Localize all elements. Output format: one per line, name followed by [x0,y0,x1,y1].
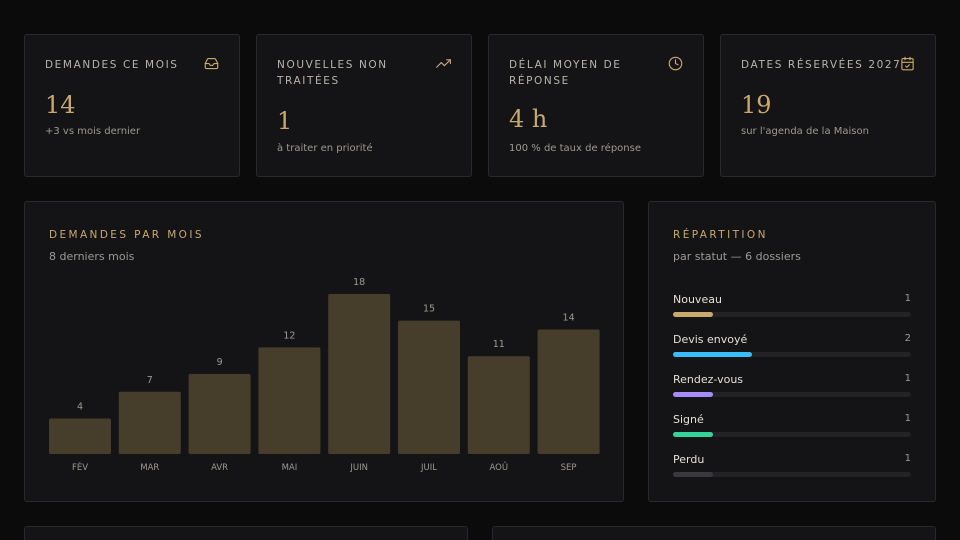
kpi-card-dates: Dates réservées 2027 19 sur l'agenda de … [720,34,936,177]
status-name: Nouveau [673,293,722,306]
bar-value-label: 4 [77,401,83,412]
bar-value-label: 18 [353,277,365,288]
bar-value-label: 11 [493,339,505,350]
kpi-label: Demandes ce mois [45,59,179,71]
status-track [673,472,911,477]
status-row-perdu: Perdu 1 [673,453,911,479]
chart-subtitle: 8 derniers mois [49,250,135,263]
status-name: Signé [673,413,704,426]
kpi-label: Dates réservées 2027 [741,59,902,71]
bar-mar [118,391,181,454]
status-count: 1 [904,453,911,464]
x-tick-label: JUIL [420,463,437,473]
bar-juil [398,320,460,454]
calendar-check-icon [901,56,914,71]
bar-aoû [467,356,530,454]
kpi-value: 1 [277,107,293,135]
status-row-signe: Signé 1 [673,413,911,439]
bottom-card-left [24,526,468,540]
trending-up-icon [436,59,451,68]
x-tick-label: AVR [211,463,228,473]
status-count: 1 [904,293,911,304]
status-fill [673,392,713,397]
status-track [673,392,911,397]
status-count: 1 [904,413,911,424]
bar-avr [188,374,251,454]
status-fill [673,352,753,357]
bar-value-label: 12 [283,330,295,341]
x-tick-label: FÉV [72,461,88,473]
status-track [673,352,911,357]
status-fill [673,472,713,477]
repartition-subtitle: par statut — 6 dossiers [673,250,801,263]
inbox-icon [204,57,219,70]
kpi-sub: 100 % de taux de réponse [509,143,641,154]
bar-fév [49,418,111,454]
kpi-sub: sur l'agenda de la Maison [741,126,869,137]
bar-value-label: 9 [217,357,223,368]
bar-value-label: 7 [147,375,153,386]
bar-mai [258,347,321,454]
status-name: Devis envoyé [673,333,748,346]
bar-value-label: 14 [563,313,575,324]
kpi-sub: à traiter en priorité [277,143,373,154]
bar-value-label: 15 [423,304,435,315]
status-row-nouveau: Nouveau 1 [673,293,911,319]
kpi-label: Nouvelles non traitées [277,59,388,87]
status-count: 2 [904,333,911,344]
bar-sep [537,329,600,454]
x-tick-label: MAR [140,463,159,473]
x-tick-label: SEP [561,463,577,473]
bottom-card-right [492,526,936,540]
kpi-card-delai: Délai moyen de réponse 4 h 100 % de taux… [488,34,704,177]
bar-juin [328,294,391,454]
status-row-devis: Devis envoyé 2 [673,333,911,359]
kpi-card-nouvelles: Nouvelles non traitées 1 à traiter en pr… [256,34,472,177]
status-name: Perdu [673,453,705,466]
clock-icon [668,56,683,71]
x-tick-label: JUIN [349,463,368,473]
kpi-card-demandes: Demandes ce mois 14 +3 vs mois dernier [24,34,240,177]
status-name: Rendez-vous [673,373,744,386]
repartition-title: Répartition [673,229,768,241]
status-count: 1 [904,373,911,384]
status-row-rendez-vous: Rendez-vous 1 [673,373,911,399]
chart-title: Demandes par mois [49,229,204,241]
kpi-value: 4 h [509,105,548,133]
repartition-card: Répartition par statut — 6 dossiers Nouv… [648,201,936,502]
status-track [673,312,911,317]
x-tick-label: AOÛ [490,461,509,473]
status-fill [673,312,713,317]
monthly-chart-card: Demandes par mois 8 derniers mois 4 FÉV 7 M… [24,201,624,502]
kpi-value: 19 [741,91,772,119]
bar-chart: 4 FÉV 7 MAR 9 AVR 12 MAI 18 JUIN 15 JUIL 11 AOÛ 14 SEP [49,277,600,473]
status-track [673,432,911,437]
kpi-value: 14 [45,91,76,119]
x-tick-label: MAI [282,463,298,473]
kpi-sub: +3 vs mois dernier [45,126,141,137]
status-fill [673,432,713,437]
kpi-label: Délai moyen de réponse [509,59,622,87]
